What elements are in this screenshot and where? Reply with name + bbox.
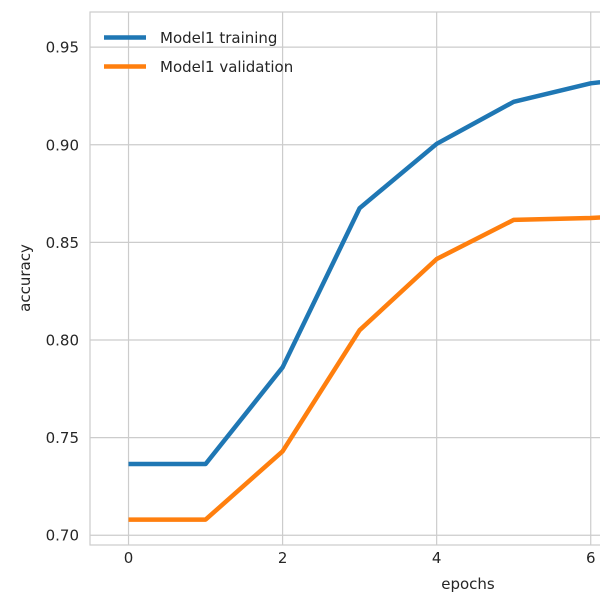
legend: Model1 training Model1 validation: [104, 29, 293, 76]
validation-series-line: [128, 215, 600, 522]
series-lines: [128, 79, 600, 522]
x-tick-label: 2: [278, 549, 288, 567]
x-tick-label: 4: [432, 549, 442, 567]
x-axis-ticks: 0 2 4 6: [124, 549, 596, 567]
training-series-line: [128, 79, 600, 467]
y-tick-label: 0.95: [46, 39, 79, 57]
y-axis-ticks: 0.70 0.75 0.80 0.85 0.90 0.95: [46, 39, 79, 545]
y-tick-label: 0.75: [46, 429, 79, 447]
y-tick-label: 0.70: [46, 527, 79, 545]
legend-label-validation: Model1 validation: [160, 58, 293, 76]
y-axis-label: accuracy: [16, 244, 34, 312]
x-tick-label: 6: [586, 549, 596, 567]
y-tick-label: 0.85: [46, 234, 79, 252]
y-tick-label: 0.90: [46, 136, 79, 154]
x-tick-label: 0: [124, 549, 134, 567]
x-axis-label: epochs: [441, 575, 495, 593]
y-tick-label: 0.80: [46, 332, 79, 350]
legend-label-training: Model1 training: [160, 29, 277, 47]
gridlines: [90, 12, 600, 545]
